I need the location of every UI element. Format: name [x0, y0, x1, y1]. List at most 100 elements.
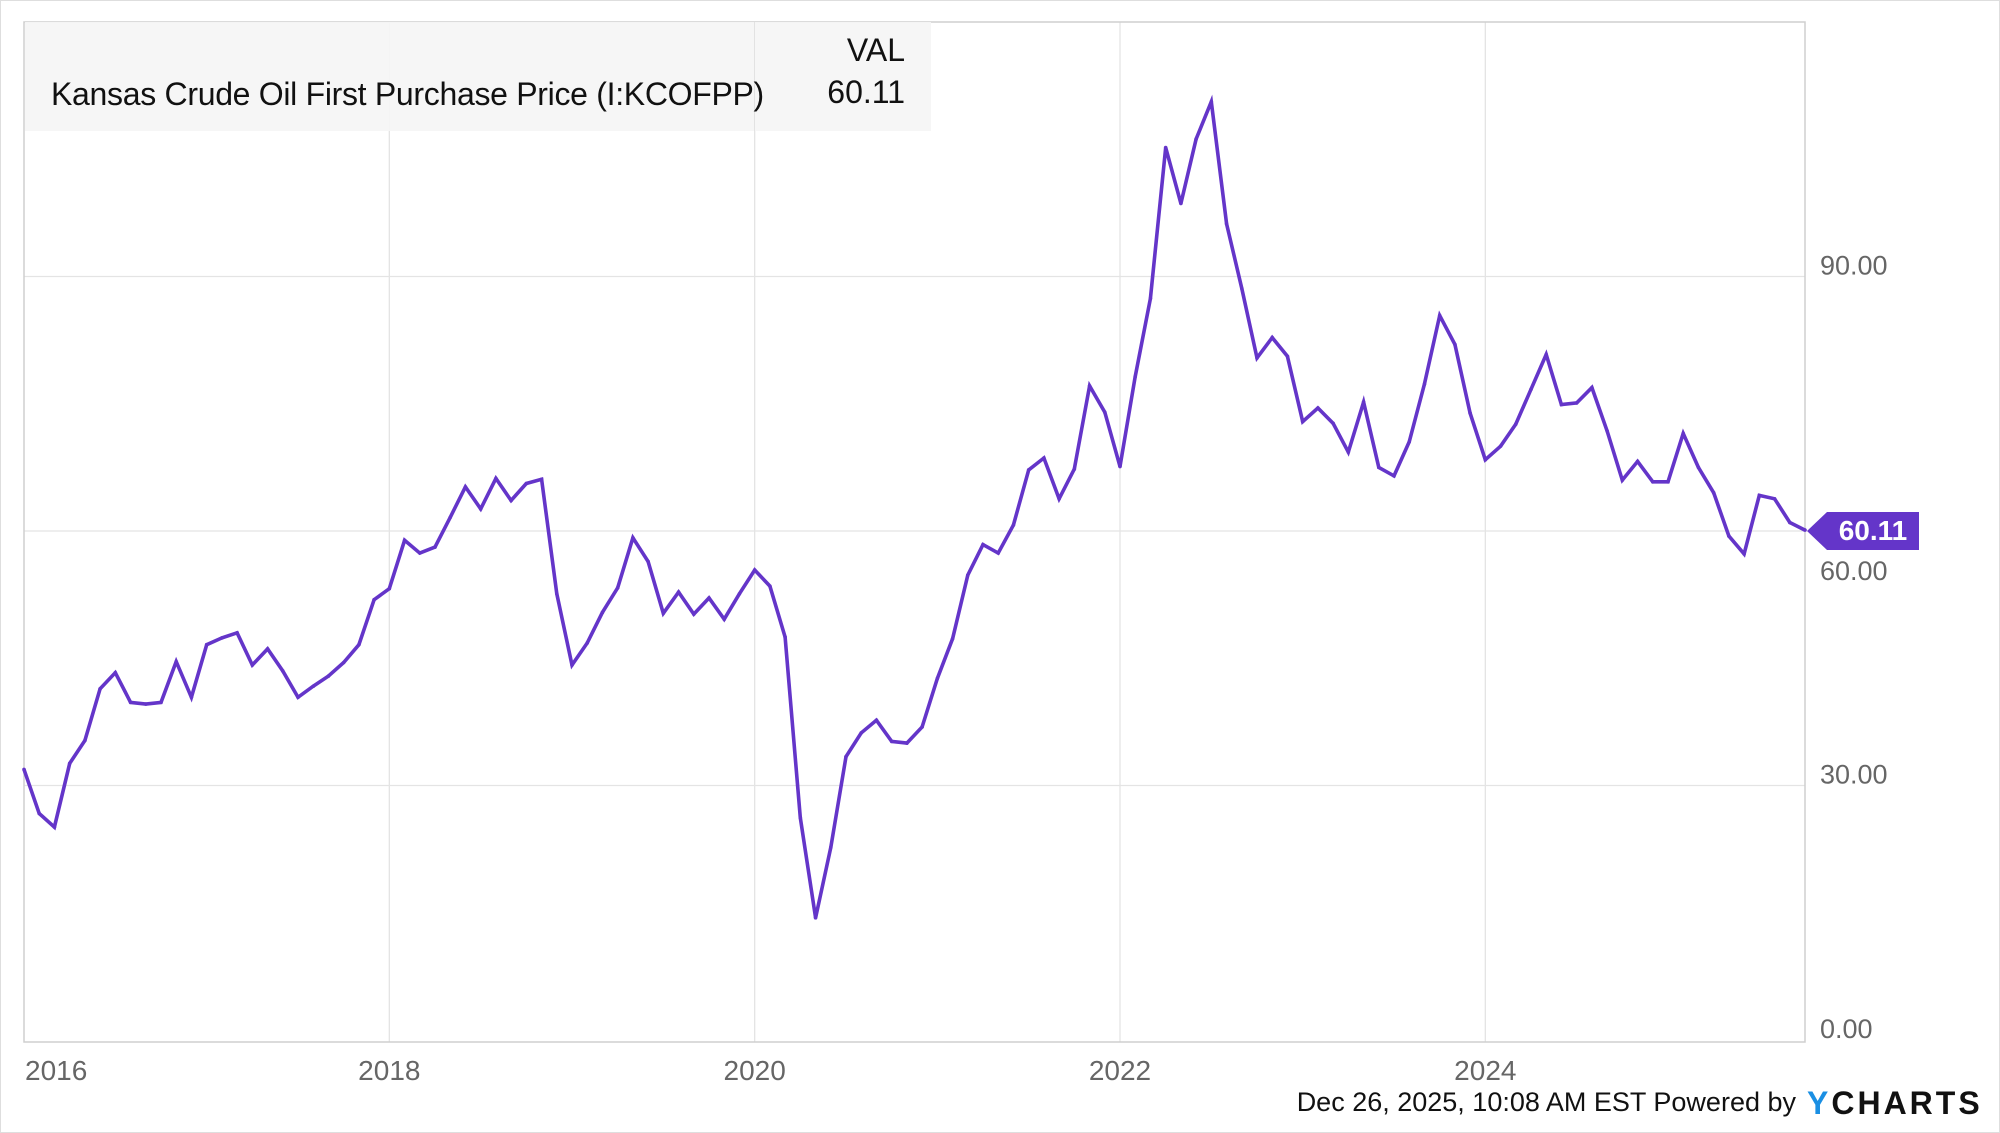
data-point — [280, 669, 285, 673]
data-point — [1803, 528, 1807, 532]
data-point — [1042, 456, 1046, 460]
data-point — [387, 586, 392, 591]
data-point — [1148, 296, 1153, 301]
legend-table: VAL Kansas Crude Oil First Purchase Pric… — [25, 22, 931, 131]
legend-divider — [754, 22, 755, 131]
data-point — [1529, 387, 1533, 392]
data-point — [996, 551, 1001, 555]
data-point — [1072, 467, 1077, 471]
data-point — [950, 636, 955, 641]
data-point — [1026, 468, 1031, 472]
y-tick-label: 30.00 — [1820, 760, 1888, 790]
data-point — [1544, 352, 1549, 357]
data-point — [646, 559, 650, 564]
data-point — [1468, 411, 1472, 415]
data-point — [1194, 137, 1198, 141]
ycharts-logo[interactable]: YCHARTS — [1807, 1085, 1983, 1122]
data-point — [83, 738, 87, 743]
data-point — [326, 674, 331, 678]
data-point — [1316, 406, 1320, 410]
data-point — [585, 641, 590, 645]
y-tick-label: 90.00 — [1820, 251, 1888, 281]
x-tick-label: 2024 — [1454, 1055, 1516, 1086]
legend-series-value: 60.11 — [827, 74, 905, 110]
data-point — [768, 584, 772, 588]
data-point — [889, 739, 894, 744]
last-value-flag-tip — [1807, 512, 1827, 550]
data-point — [828, 845, 833, 850]
legend-series-name: Kansas Crude Oil First Purchase Price (I… — [51, 76, 764, 112]
data-point — [570, 663, 574, 667]
data-point — [265, 647, 270, 651]
y-axis: 0.00 30.00 60.00 90.00 — [1820, 251, 1888, 1045]
data-point — [1650, 479, 1655, 484]
x-axis: 2016 2018 2020 2022 2024 — [25, 1055, 1516, 1086]
data-point — [296, 695, 300, 700]
data-point — [1635, 459, 1640, 464]
data-point — [204, 642, 209, 647]
data-point — [235, 631, 239, 635]
data-point — [798, 815, 803, 820]
data-point — [1437, 313, 1442, 318]
data-point — [1133, 374, 1138, 379]
data-point — [1787, 520, 1792, 525]
data-point — [631, 535, 635, 540]
data-point — [1361, 400, 1366, 404]
data-point — [1453, 342, 1457, 347]
data-point — [143, 702, 148, 706]
data-point — [737, 591, 742, 596]
data-point — [1757, 493, 1762, 498]
data-point — [448, 515, 453, 520]
logo-y: Y — [1807, 1085, 1832, 1121]
legend-header: VAL — [846, 32, 905, 68]
data-point — [905, 741, 909, 745]
data-point — [600, 610, 605, 615]
data-point — [1270, 335, 1275, 340]
data-point — [357, 642, 361, 647]
y-tick-label: 60.00 — [1820, 556, 1888, 586]
data-point — [1422, 382, 1427, 387]
data-point — [1239, 286, 1244, 291]
series-layer — [22, 94, 1807, 920]
footer-timestamp: Dec 26, 2025, 10:08 AM EST Powered by — [1296, 1087, 1796, 1117]
data-point — [341, 660, 346, 665]
data-point — [981, 542, 985, 547]
data-point — [707, 596, 711, 600]
data-point — [1681, 431, 1686, 436]
data-point — [433, 545, 437, 549]
data-point — [509, 498, 513, 503]
data-point — [463, 485, 468, 489]
data-point — [37, 811, 42, 816]
data-point — [113, 670, 118, 675]
data-point — [372, 597, 376, 602]
series-line — [22, 94, 1806, 919]
data-point — [1498, 444, 1503, 448]
data-point — [22, 767, 26, 772]
data-point — [98, 686, 102, 691]
data-point — [1102, 410, 1107, 415]
data-point — [1346, 450, 1351, 454]
data-point — [1057, 496, 1061, 501]
data-point — [402, 538, 407, 543]
y-tick-label: 0.00 — [1820, 1014, 1873, 1044]
data-point — [250, 663, 255, 667]
data-point — [189, 695, 194, 700]
data-point — [783, 635, 787, 639]
data-point — [539, 477, 544, 482]
data-point — [1711, 491, 1716, 495]
data-point — [67, 761, 72, 766]
data-point — [1574, 401, 1579, 405]
data-point — [311, 684, 316, 689]
data-point — [1620, 478, 1625, 482]
x-tick-label: 2022 — [1089, 1055, 1151, 1086]
last-value-flag: 60.11 — [1827, 512, 1919, 550]
data-point — [1331, 421, 1335, 426]
data-point — [752, 568, 757, 572]
data-point — [1590, 385, 1594, 390]
data-point — [859, 731, 864, 735]
data-point — [1163, 145, 1168, 150]
data-point — [1727, 534, 1731, 538]
data-point — [478, 507, 483, 511]
grid — [24, 22, 1805, 1042]
data-point — [1666, 479, 1670, 484]
